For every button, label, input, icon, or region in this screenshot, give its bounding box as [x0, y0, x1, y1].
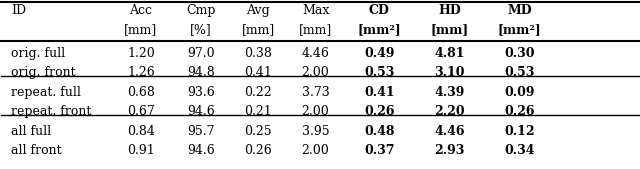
- Text: [mm]: [mm]: [241, 23, 275, 36]
- Text: 0.37: 0.37: [364, 144, 394, 158]
- Text: 0.09: 0.09: [504, 86, 534, 99]
- Text: 1.26: 1.26: [127, 66, 155, 79]
- Text: 0.67: 0.67: [127, 105, 155, 118]
- Text: 94.8: 94.8: [187, 66, 214, 79]
- Text: 0.53: 0.53: [364, 66, 394, 79]
- Text: 0.30: 0.30: [504, 47, 534, 60]
- Text: ID: ID: [11, 4, 26, 17]
- Text: 0.53: 0.53: [504, 66, 534, 79]
- Text: Max: Max: [302, 4, 329, 17]
- Text: 2.00: 2.00: [301, 144, 330, 158]
- Text: 0.26: 0.26: [504, 105, 534, 118]
- Text: 0.34: 0.34: [504, 144, 534, 158]
- Text: 95.7: 95.7: [187, 125, 214, 138]
- Text: CD: CD: [369, 4, 390, 17]
- Text: [mm²]: [mm²]: [357, 23, 401, 36]
- Text: 2.00: 2.00: [301, 105, 330, 118]
- Text: 94.6: 94.6: [187, 105, 214, 118]
- Text: [mm]: [mm]: [124, 23, 157, 36]
- Text: 2.93: 2.93: [434, 144, 465, 158]
- Text: repeat. front: repeat. front: [11, 105, 92, 118]
- Text: 2.00: 2.00: [301, 66, 330, 79]
- Text: 0.84: 0.84: [127, 125, 155, 138]
- Text: repeat. full: repeat. full: [11, 86, 81, 99]
- Text: orig. full: orig. full: [11, 47, 65, 60]
- Text: [mm]: [mm]: [430, 23, 468, 36]
- Text: all front: all front: [11, 144, 61, 158]
- Text: 0.26: 0.26: [244, 144, 272, 158]
- Text: 1.20: 1.20: [127, 47, 155, 60]
- Text: Acc: Acc: [129, 4, 152, 17]
- Text: 93.6: 93.6: [187, 86, 214, 99]
- Text: 0.49: 0.49: [364, 47, 394, 60]
- Text: 0.91: 0.91: [127, 144, 155, 158]
- Text: all full: all full: [11, 125, 51, 138]
- Text: 0.26: 0.26: [364, 105, 394, 118]
- Text: [mm²]: [mm²]: [497, 23, 541, 36]
- Text: 0.21: 0.21: [244, 105, 272, 118]
- Text: 0.41: 0.41: [364, 86, 395, 99]
- Text: 3.73: 3.73: [301, 86, 330, 99]
- Text: orig. front: orig. front: [11, 66, 76, 79]
- Text: 0.38: 0.38: [244, 47, 272, 60]
- Text: [mm]: [mm]: [299, 23, 332, 36]
- Text: 4.46: 4.46: [301, 47, 330, 60]
- Text: 4.46: 4.46: [434, 125, 465, 138]
- Text: 3.10: 3.10: [434, 66, 465, 79]
- Text: 0.41: 0.41: [244, 66, 272, 79]
- Text: 94.6: 94.6: [187, 144, 214, 158]
- Text: 0.68: 0.68: [127, 86, 155, 99]
- Text: Cmp: Cmp: [186, 4, 216, 17]
- Text: 4.81: 4.81: [434, 47, 465, 60]
- Text: HD: HD: [438, 4, 461, 17]
- Text: 2.20: 2.20: [434, 105, 465, 118]
- Text: 0.48: 0.48: [364, 125, 394, 138]
- Text: 97.0: 97.0: [187, 47, 214, 60]
- Text: 3.95: 3.95: [301, 125, 330, 138]
- Text: Avg: Avg: [246, 4, 270, 17]
- Text: MD: MD: [507, 4, 532, 17]
- Text: 4.39: 4.39: [434, 86, 465, 99]
- Text: [%]: [%]: [190, 23, 212, 36]
- Text: 0.25: 0.25: [244, 125, 272, 138]
- Text: 0.12: 0.12: [504, 125, 535, 138]
- Text: 0.22: 0.22: [244, 86, 272, 99]
